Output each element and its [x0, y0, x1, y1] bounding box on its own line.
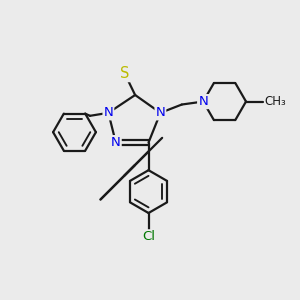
Text: Cl: Cl: [142, 230, 155, 243]
Text: CH₃: CH₃: [265, 95, 286, 108]
Text: N: N: [198, 95, 208, 108]
Text: S: S: [120, 66, 129, 81]
Text: N: N: [111, 136, 121, 149]
Text: N: N: [103, 106, 113, 119]
Text: N: N: [155, 106, 165, 119]
Text: N: N: [198, 95, 208, 108]
